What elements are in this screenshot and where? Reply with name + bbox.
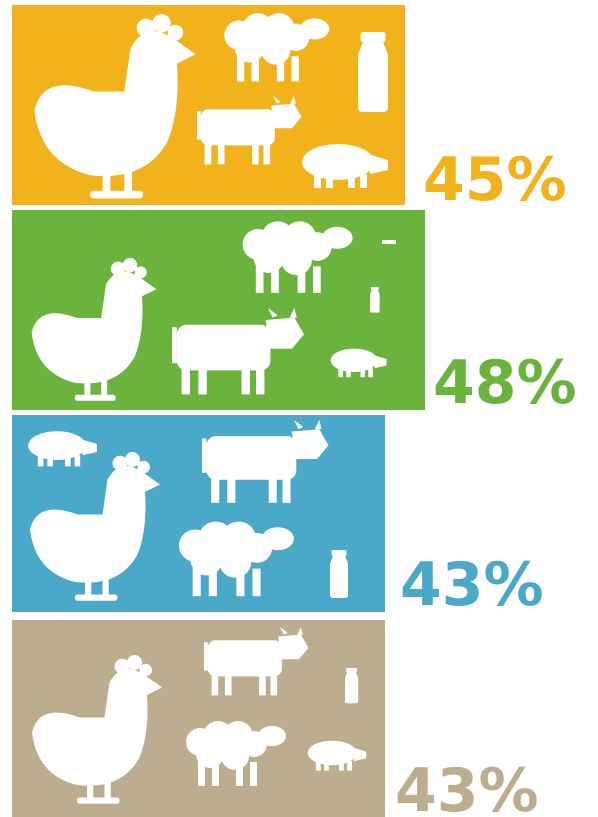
- panel-yellow: 45%: [12, 5, 567, 215]
- panel-tan: 43%: [12, 620, 539, 817]
- percentage: 43%: [400, 550, 544, 620]
- panel-green: 48%: [12, 210, 577, 418]
- percentage: 43%: [395, 756, 539, 817]
- percentage: 45%: [423, 145, 567, 215]
- percentage: 48%: [433, 348, 577, 418]
- panel-blue: 43%: [12, 415, 544, 620]
